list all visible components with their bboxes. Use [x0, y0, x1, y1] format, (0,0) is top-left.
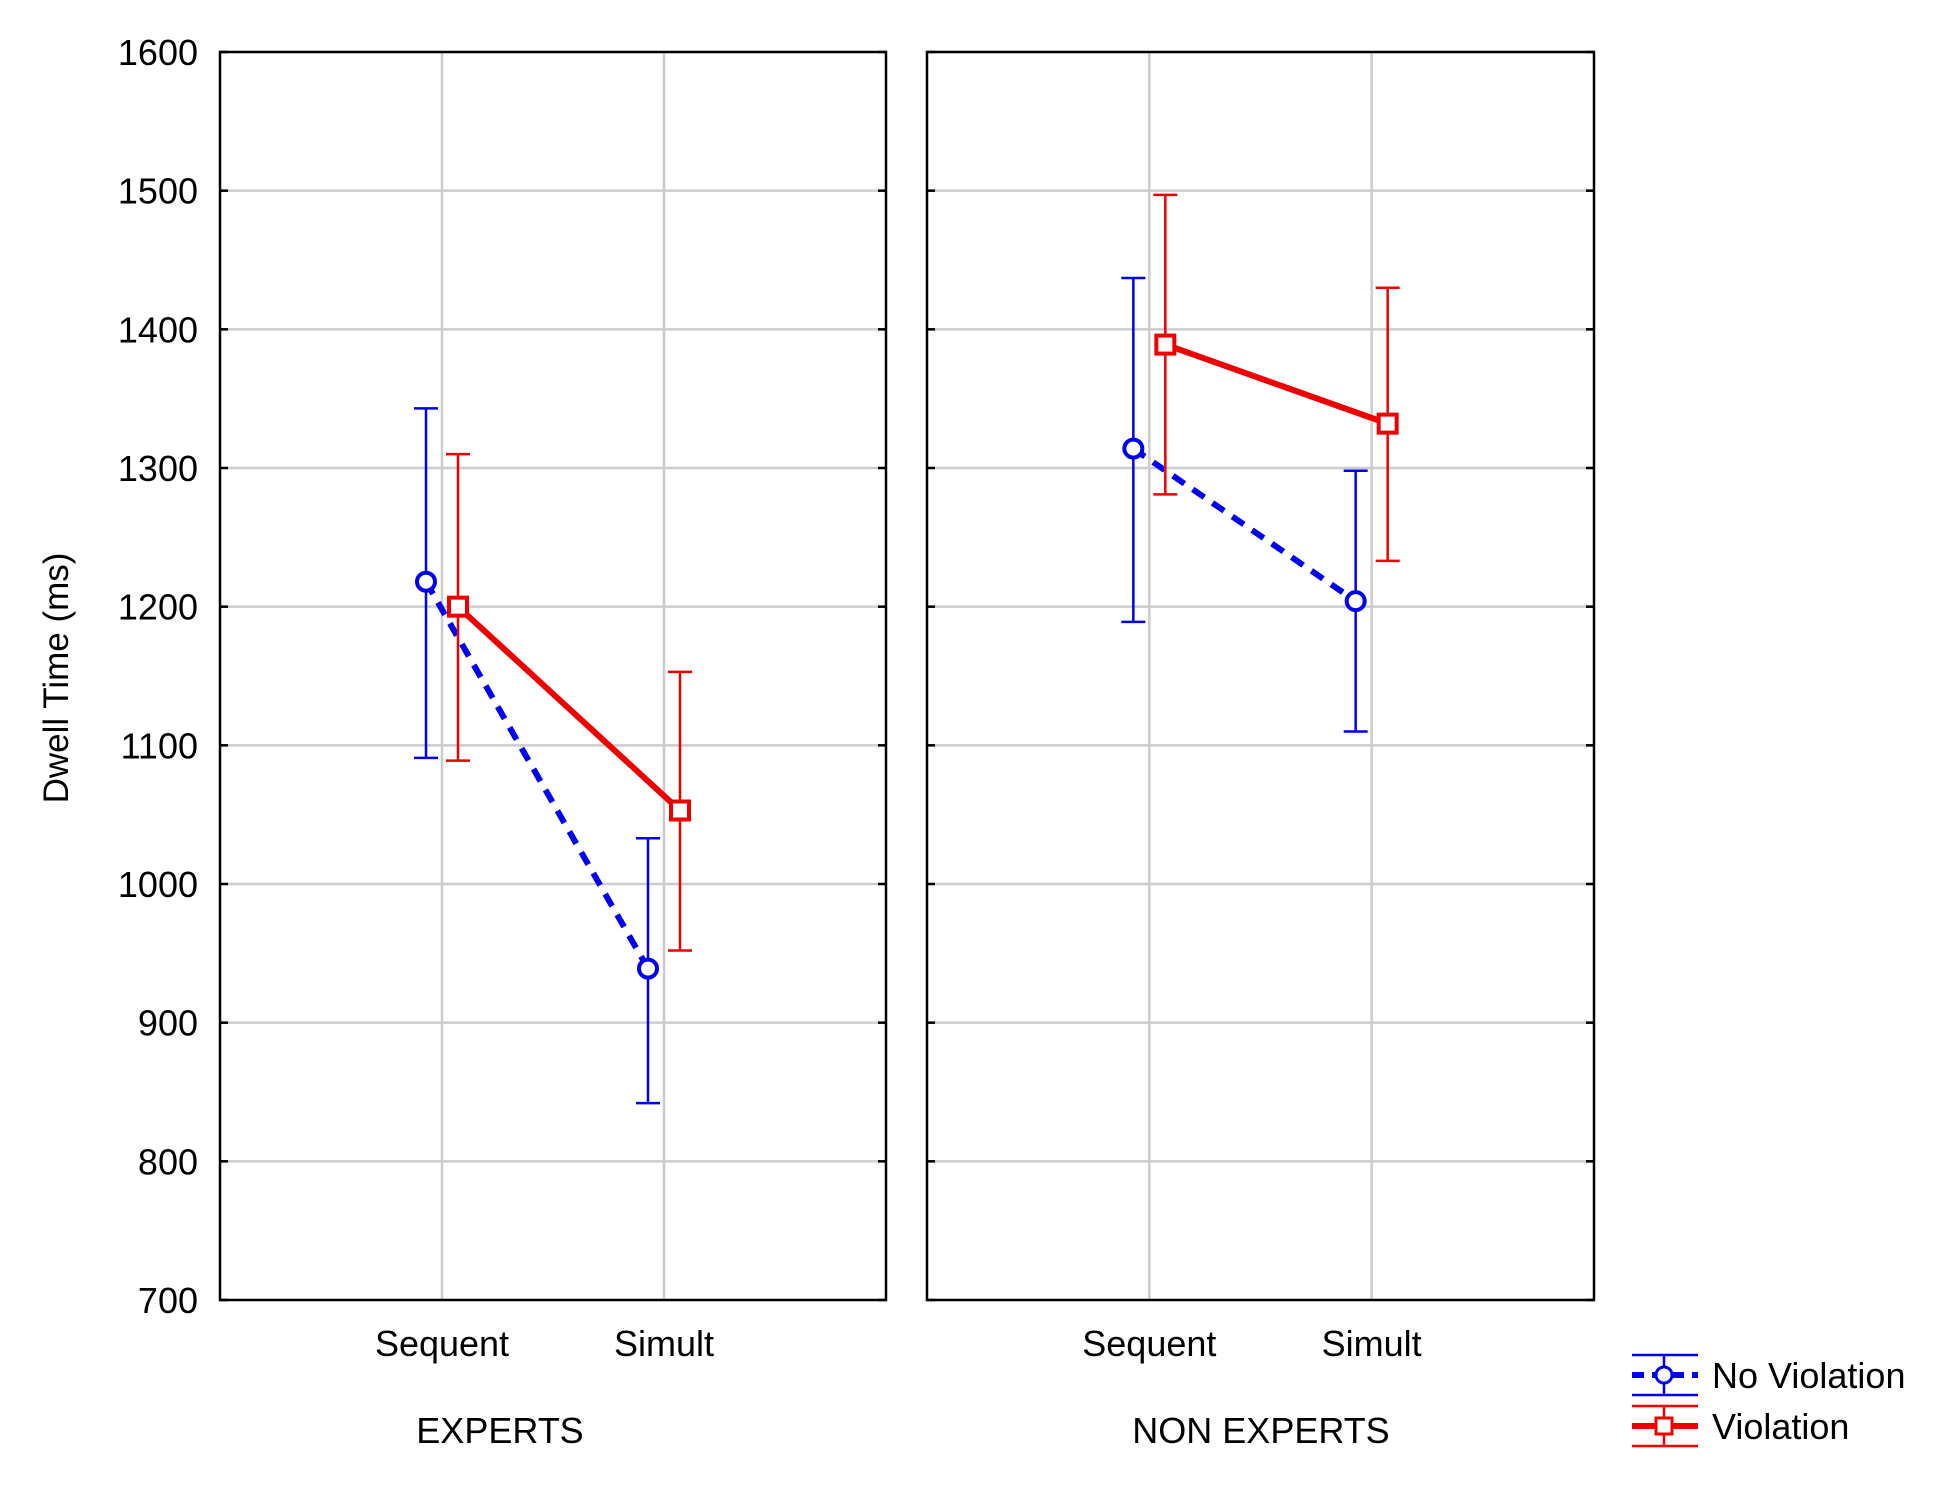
- x-axes: Sequent Simult EXPERTS Sequent Simult NON EXP…: [375, 1323, 1422, 1451]
- series-line: [423, 580, 651, 971]
- gridlines: [220, 52, 1594, 1300]
- legend-label: Violation: [1712, 1406, 1849, 1447]
- x-tick-label: Sequent: [375, 1323, 509, 1364]
- y-tick-label: 1500: [118, 171, 198, 212]
- y-tick-label: 1000: [118, 864, 198, 905]
- x-tick-label: Simult: [1322, 1323, 1422, 1364]
- legend: No Violation Violation: [1632, 1353, 1905, 1448]
- data-point: [1122, 437, 1145, 460]
- panel-frames: [218, 50, 1596, 1302]
- y-tick-label: 900: [138, 1003, 198, 1044]
- x-tick-label: Sequent: [1082, 1323, 1216, 1364]
- panel-title: EXPERTS: [416, 1410, 583, 1451]
- series-line: [455, 604, 683, 813]
- legend-label: No Violation: [1712, 1355, 1905, 1396]
- y-axis: 700 800 900 1000 1100 1200 1300 1400 1500 1600: [118, 32, 198, 1321]
- series-line: [1131, 446, 1358, 604]
- x-tick-label: Simult: [614, 1323, 714, 1364]
- data-point: [447, 595, 469, 618]
- data-point: [1154, 333, 1177, 356]
- series-line: [1164, 341, 1389, 427]
- panel-frame-1: [218, 50, 888, 1302]
- y-tick-label: 1200: [118, 587, 198, 628]
- series-layer: [414, 193, 1400, 1105]
- y-tick-label: 800: [138, 1141, 198, 1182]
- y-tick-label: 1300: [118, 448, 198, 489]
- panel-title: NON EXPERTS: [1132, 1410, 1389, 1451]
- y-tick-label: 700: [138, 1280, 198, 1321]
- legend-marker: [1654, 1365, 1674, 1385]
- data-point: [1376, 412, 1399, 435]
- data-point: [669, 799, 691, 822]
- legend-marker: [1654, 1416, 1674, 1436]
- y-tick-label: 1100: [121, 725, 198, 766]
- y-tick-label: 1400: [118, 309, 198, 350]
- data-point: [637, 957, 659, 980]
- panel-frame-2: [925, 50, 1596, 1302]
- y-tick-label: 1600: [118, 32, 198, 73]
- data-point: [415, 570, 437, 593]
- data-point: [1344, 590, 1367, 613]
- y-axis-label: Dwell Time (ms): [37, 553, 76, 804]
